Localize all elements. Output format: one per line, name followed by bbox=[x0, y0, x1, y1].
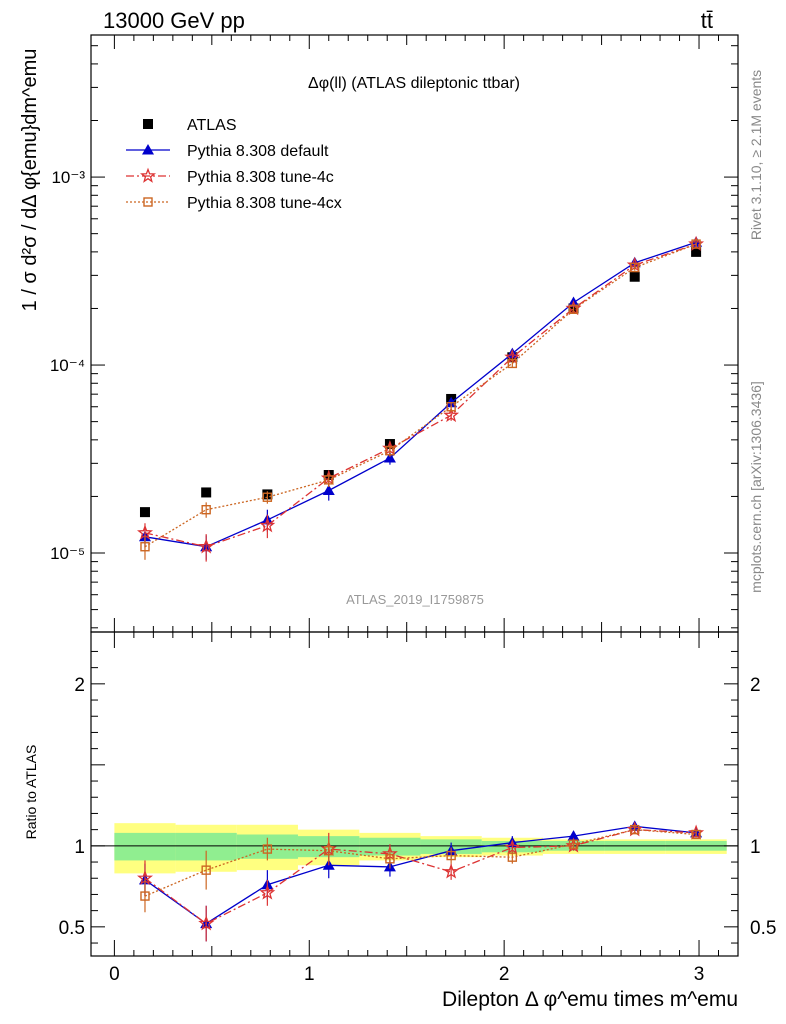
x-tick-label: 1 bbox=[304, 964, 315, 985]
main-point bbox=[691, 246, 702, 257]
ratio-point bbox=[567, 830, 580, 841]
ratio-y-axis-label: Ratio to ATLAS bbox=[23, 745, 39, 840]
main-point bbox=[568, 304, 579, 314]
ratio-point bbox=[198, 915, 215, 931]
legend-label: Pythia 8.308 default bbox=[187, 143, 329, 160]
ratio-point bbox=[385, 854, 395, 864]
legend-label: Pythia 8.308 tune-4c bbox=[187, 169, 334, 186]
ratio-point bbox=[259, 884, 276, 900]
analysis-id-label: ATLAS_2019_I1759875 bbox=[346, 592, 484, 607]
main-point bbox=[691, 239, 701, 249]
x-tick-label: 2 bbox=[499, 964, 510, 985]
main-y-tick-label: 10⁻³ bbox=[51, 168, 85, 187]
x-tick-label: 3 bbox=[694, 964, 705, 985]
legend-marker bbox=[142, 144, 154, 155]
process-label: tt̄ bbox=[701, 8, 713, 33]
x-axis-label: Dilepton Δ φ^emu times m^emu bbox=[442, 988, 738, 1011]
main-series-line bbox=[144, 243, 697, 548]
ratio-point bbox=[568, 839, 579, 849]
main-point bbox=[198, 538, 215, 554]
main-point bbox=[262, 492, 273, 502]
ratio-point bbox=[201, 865, 211, 875]
main-point bbox=[507, 358, 518, 369]
ratio-series-line bbox=[144, 825, 697, 925]
ratio-series-line bbox=[144, 828, 697, 897]
main-point bbox=[443, 406, 460, 423]
main-point bbox=[201, 487, 212, 498]
ratio-y-tick-label-left: 2 bbox=[74, 675, 85, 696]
main-point bbox=[322, 484, 335, 496]
main-point bbox=[201, 504, 211, 515]
legend-marker bbox=[140, 167, 156, 183]
main-point bbox=[139, 507, 150, 518]
main-title: Δφ(ll) (ATLAS dileptonic ttbar) bbox=[308, 75, 520, 92]
main-point bbox=[630, 262, 640, 273]
mcplots-label: mcplots.cern.ch [arXiv:1306.3436] bbox=[748, 381, 764, 593]
main-y-tick-label: 10⁻⁴ bbox=[50, 356, 85, 375]
legend: ATLAS Pythia 8.308 default Pythia 8.308 tu… bbox=[126, 117, 342, 212]
ratio-point bbox=[630, 824, 640, 835]
energy-label: 13000 GeV pp bbox=[103, 8, 245, 33]
ratio-point bbox=[504, 839, 521, 855]
main-series-3 bbox=[140, 239, 701, 560]
main-panel: 10⁻⁵ 10⁻⁴ 10⁻³ Δφ(ll) (ATLAS dileptonic tt… bbox=[19, 34, 739, 633]
ratio-point bbox=[446, 850, 456, 861]
rivet-label: Rivet 3.1.10, ≥ 2.1M events bbox=[748, 70, 764, 240]
ratio-series-2 bbox=[140, 824, 701, 913]
main-point bbox=[383, 452, 396, 463]
ratio-y-tick-label-left: 1 bbox=[74, 837, 85, 858]
main-y-tick-label: 10⁻⁵ bbox=[50, 544, 85, 563]
ratio-point bbox=[691, 829, 701, 840]
ratio-y-tick-label-right: 2 bbox=[750, 675, 761, 696]
ratio-point bbox=[140, 891, 150, 901]
ratio-y-tick-label-left: 0.5 bbox=[59, 918, 85, 939]
x-tick-label: 0 bbox=[109, 964, 120, 985]
ratio-point bbox=[324, 846, 334, 856]
ratio-y-tick-label-right: 1 bbox=[750, 837, 761, 858]
main-series-line bbox=[144, 243, 697, 548]
legend-label: ATLAS bbox=[187, 117, 237, 134]
main-point bbox=[324, 475, 334, 485]
ratio-frame bbox=[90, 631, 739, 957]
main-series-1 bbox=[138, 236, 703, 560]
main-series-line bbox=[144, 241, 697, 548]
main-point bbox=[629, 271, 640, 282]
main-y-axis-label: 1 / σ d²σ / dΔ φ{emu}dm^emu bbox=[19, 49, 41, 312]
legend-marker bbox=[143, 197, 153, 207]
main-point bbox=[259, 517, 276, 533]
ratio-panel: 0.5 0.5 1 1 2 2 0 1 2 3 Ratio to ATLAS Dilepton Δ… bbox=[23, 631, 776, 1011]
ratio-point bbox=[507, 852, 518, 862]
main-point bbox=[140, 542, 150, 552]
ratio-point bbox=[443, 863, 460, 879]
ratio-band-stat bbox=[114, 832, 176, 861]
ratio-y-tick-label-right: 0.5 bbox=[750, 918, 776, 939]
main-series-0 bbox=[139, 246, 702, 518]
main-point bbox=[446, 402, 456, 412]
ratio-point bbox=[262, 844, 273, 854]
ratio-series-line bbox=[144, 828, 697, 925]
main-point bbox=[385, 446, 395, 456]
legend-label: Pythia 8.308 tune-4cx bbox=[187, 195, 342, 212]
main-series-2 bbox=[137, 235, 705, 562]
legend-marker bbox=[143, 119, 153, 129]
